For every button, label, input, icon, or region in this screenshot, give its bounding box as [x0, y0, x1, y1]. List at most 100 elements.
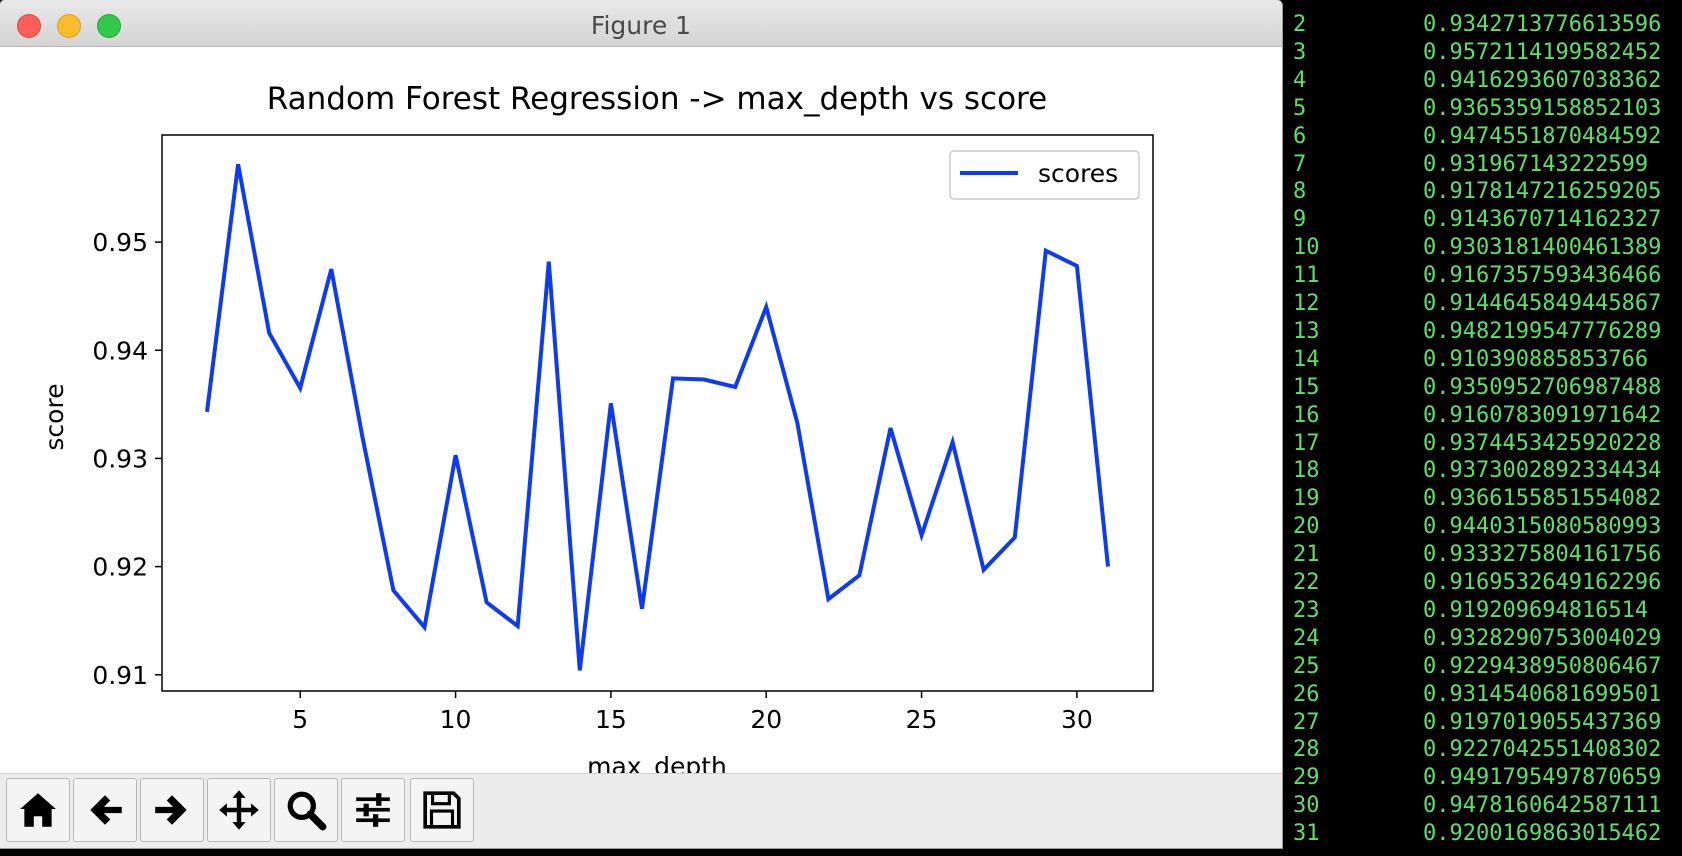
pan-button[interactable]	[207, 778, 271, 842]
x-tick-label: 15	[595, 705, 627, 734]
terminal-score: 0.910390885853766	[1423, 346, 1649, 372]
home-button[interactable]	[6, 778, 70, 842]
terminal-index: 11	[1293, 263, 1320, 289]
terminal-score: 0.931967143222599	[1423, 151, 1649, 177]
terminal-panel: 2 0.9342713776613596 3 0.9572114199582452 4 0…	[1286, 0, 1682, 856]
terminal-index: 29	[1293, 765, 1320, 791]
legend: scores	[949, 150, 1140, 200]
terminal-index: 25	[1293, 653, 1320, 679]
terminal-score: 0.9474551870484592	[1423, 123, 1662, 149]
minimize-window-button[interactable]	[57, 14, 81, 38]
y-axis: 0.91 0.92 0.93 0.94 0.95	[92, 228, 162, 690]
terminal-score: 0.9143670714162327	[1423, 207, 1662, 233]
pan-icon	[219, 790, 259, 830]
line-chart: Random Forest Regression -> max_depth vs…	[40, 81, 1154, 773]
close-window-button[interactable]	[17, 14, 41, 38]
terminal-score: 0.9197019055437369	[1423, 709, 1662, 735]
terminal-score: 0.9491795497870659	[1423, 765, 1662, 791]
terminal-score: 0.9160783091971642	[1423, 402, 1662, 428]
series-layer	[205, 163, 1110, 671]
terminal-score: 0.9144645849445867	[1423, 291, 1662, 316]
terminal-score: 0.9350952706987488	[1423, 374, 1662, 400]
terminal-score: 0.9328290753004029	[1423, 625, 1662, 651]
terminal-index: 30	[1293, 793, 1320, 819]
terminal-score: 0.9229438950806467	[1423, 653, 1662, 679]
terminal-score: 0.9167357593436466	[1423, 263, 1662, 289]
save-button[interactable]	[410, 778, 474, 842]
terminal-score: 0.9342713776613596	[1423, 12, 1662, 37]
back-button[interactable]	[73, 778, 137, 842]
back-arrow-icon	[90, 795, 122, 825]
navigation-toolbar	[0, 773, 1282, 848]
terminal-index: 4	[1293, 67, 1307, 93]
x-tick-label: 10	[440, 705, 472, 734]
terminal-index: 10	[1293, 235, 1320, 261]
axes-frame	[161, 134, 1154, 692]
terminal-score: 0.9416293607038362	[1423, 67, 1662, 93]
terminal-index: 24	[1293, 625, 1320, 651]
zoom-icon	[287, 791, 327, 831]
terminal-index: 27	[1293, 709, 1320, 735]
x-tick-label: 5	[292, 705, 308, 734]
series-line	[205, 163, 1110, 671]
window-title: Figure 1	[590, 11, 692, 40]
terminal-score: 0.9478160642587111	[1423, 793, 1662, 819]
terminal-index: 2	[1293, 12, 1307, 37]
y-tick-label: 0.93	[92, 444, 148, 473]
terminal-index: 14	[1293, 346, 1320, 372]
terminal-index: 17	[1293, 430, 1320, 456]
terminal-index: 8	[1293, 179, 1307, 205]
legend-box	[949, 150, 1140, 200]
terminal-score: 0.9303181400461389	[1423, 235, 1662, 261]
terminal-index: 5	[1293, 95, 1307, 121]
terminal-score: 0.9572114199582452	[1423, 39, 1662, 65]
terminal-index: 21	[1293, 542, 1320, 568]
terminal-index: 15	[1293, 374, 1320, 400]
zoom-button[interactable]	[274, 778, 338, 842]
x-axis: 5 10 15 20 25 30	[292, 691, 1093, 734]
terminal-index: 22	[1293, 570, 1320, 595]
terminal-score: 0.9373002892334434	[1423, 458, 1662, 484]
terminal-score: 0.9440315080580993	[1423, 514, 1662, 540]
figure-window: Figure 1 Random Forest Regression -> max…	[0, 0, 1282, 848]
window-titlebar[interactable]: Figure 1	[0, 0, 1282, 47]
y-tick-label: 0.91	[92, 661, 148, 690]
terminal-score: 0.9366155851554082	[1423, 486, 1662, 512]
x-axis-label: max_depth	[587, 752, 727, 773]
terminal-index: 28	[1293, 737, 1320, 763]
terminal-index: 3	[1293, 39, 1307, 65]
chart-title: Random Forest Regression -> max_depth vs…	[267, 81, 1047, 117]
terminal-score: 0.9314540681699501	[1423, 681, 1662, 707]
save-icon	[423, 791, 461, 829]
terminal-score: 0.9200169863015462	[1423, 821, 1662, 847]
home-icon	[20, 793, 56, 827]
forward-arrow-icon	[155, 795, 187, 825]
maximize-window-button[interactable]	[97, 14, 121, 38]
terminal-index: 7	[1293, 151, 1307, 177]
terminal-index: 26	[1293, 681, 1320, 707]
terminal-score: 0.9178147216259205	[1423, 179, 1662, 205]
x-tick-label: 20	[750, 705, 782, 734]
y-tick-label: 0.94	[92, 336, 148, 365]
terminal-score: 0.9333275804161756	[1423, 542, 1662, 568]
forward-button[interactable]	[140, 778, 204, 842]
terminal-score: 0.9365359158852103	[1423, 95, 1662, 121]
subplots-button[interactable]	[341, 778, 405, 842]
terminal-index: 18	[1293, 458, 1320, 484]
y-axis-label: score	[40, 383, 69, 450]
terminal-index: 31	[1293, 821, 1320, 847]
y-tick-label: 0.95	[92, 228, 148, 257]
terminal-index: 20	[1293, 514, 1320, 540]
x-tick-label: 30	[1061, 705, 1093, 734]
legend-label: scores	[1038, 159, 1118, 188]
y-tick-label: 0.92	[92, 553, 148, 582]
terminal-score: 0.9169532649162296	[1423, 570, 1662, 595]
terminal-score: 0.9482199547776289	[1423, 318, 1662, 344]
terminal-index: 23	[1293, 597, 1320, 623]
terminal-index: 6	[1293, 123, 1307, 149]
terminal-index: 9	[1293, 207, 1307, 233]
terminal-index: 13	[1293, 318, 1320, 344]
terminal-score: 0.9374453425920228	[1423, 430, 1662, 456]
x-tick-label: 25	[906, 705, 938, 734]
terminal-score: 0.9227042551408302	[1423, 737, 1662, 763]
